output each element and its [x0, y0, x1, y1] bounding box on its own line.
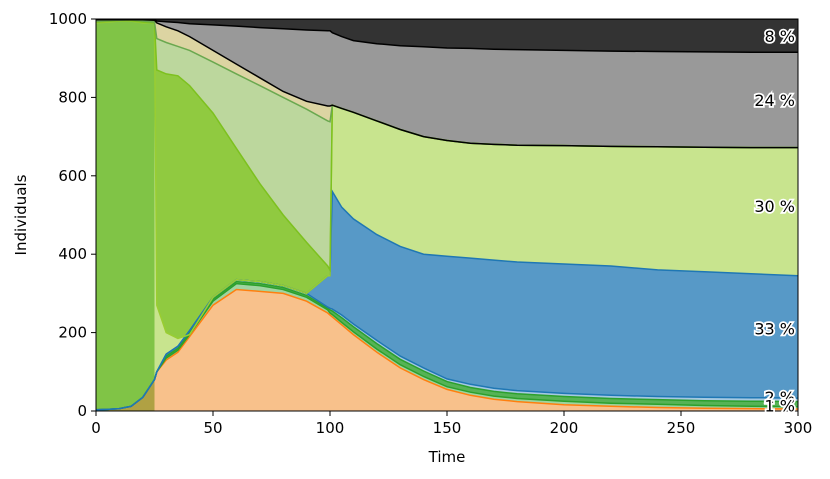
y-tick-label: 600 — [58, 167, 87, 185]
x-tick-label: 250 — [667, 419, 696, 437]
percentage-annotations: 8 % 24 % 30 % 33 % 2 %1 % — [753, 25, 797, 417]
x-tick-label: 300 — [784, 419, 813, 437]
boundary-lines — [96, 19, 798, 411]
area-layer-8 — [96, 19, 798, 148]
x-tick-label: 150 — [433, 419, 462, 437]
percentage-label: 2 % — [765, 388, 795, 407]
boundary-line-8 — [96, 19, 798, 149]
boundary-line-9 — [96, 19, 798, 54]
area-layer-6 — [96, 20, 798, 339]
y-tick-label: 200 — [58, 324, 87, 342]
y-tick-label: 1000 — [49, 10, 87, 28]
y-axis-title: Individuals — [12, 174, 30, 255]
area-layer-0 — [96, 289, 798, 411]
area-layer-5 — [96, 21, 798, 410]
x-axis-title: Time — [428, 448, 466, 466]
area-layer-4 — [96, 191, 798, 410]
percentage-label: 30 % — [754, 197, 795, 216]
area-layers — [96, 19, 798, 411]
x-tick-label: 200 — [550, 419, 579, 437]
x-tick-label: 50 — [203, 419, 222, 437]
y-tick-label: 0 — [77, 402, 87, 420]
x-tick-label: 100 — [316, 419, 345, 437]
x-tick-label: 0 — [91, 419, 101, 437]
percentage-label: 8 % — [765, 27, 795, 46]
area-layer-7 — [96, 19, 798, 270]
x-axis: 0 50 100 150 200 250 300 — [91, 411, 812, 437]
y-tick-label: 800 — [58, 88, 87, 106]
percentage-label: 1 % — [765, 397, 795, 416]
area-layer-10 — [96, 19, 798, 53]
percentage-label: 24 % — [754, 91, 795, 110]
y-tick-label: 400 — [58, 245, 87, 263]
area-layer-2 — [96, 281, 798, 410]
percentage-label: 33 % — [754, 320, 795, 339]
y-axis: 0 200 400 600 800 1000 — [49, 10, 96, 420]
